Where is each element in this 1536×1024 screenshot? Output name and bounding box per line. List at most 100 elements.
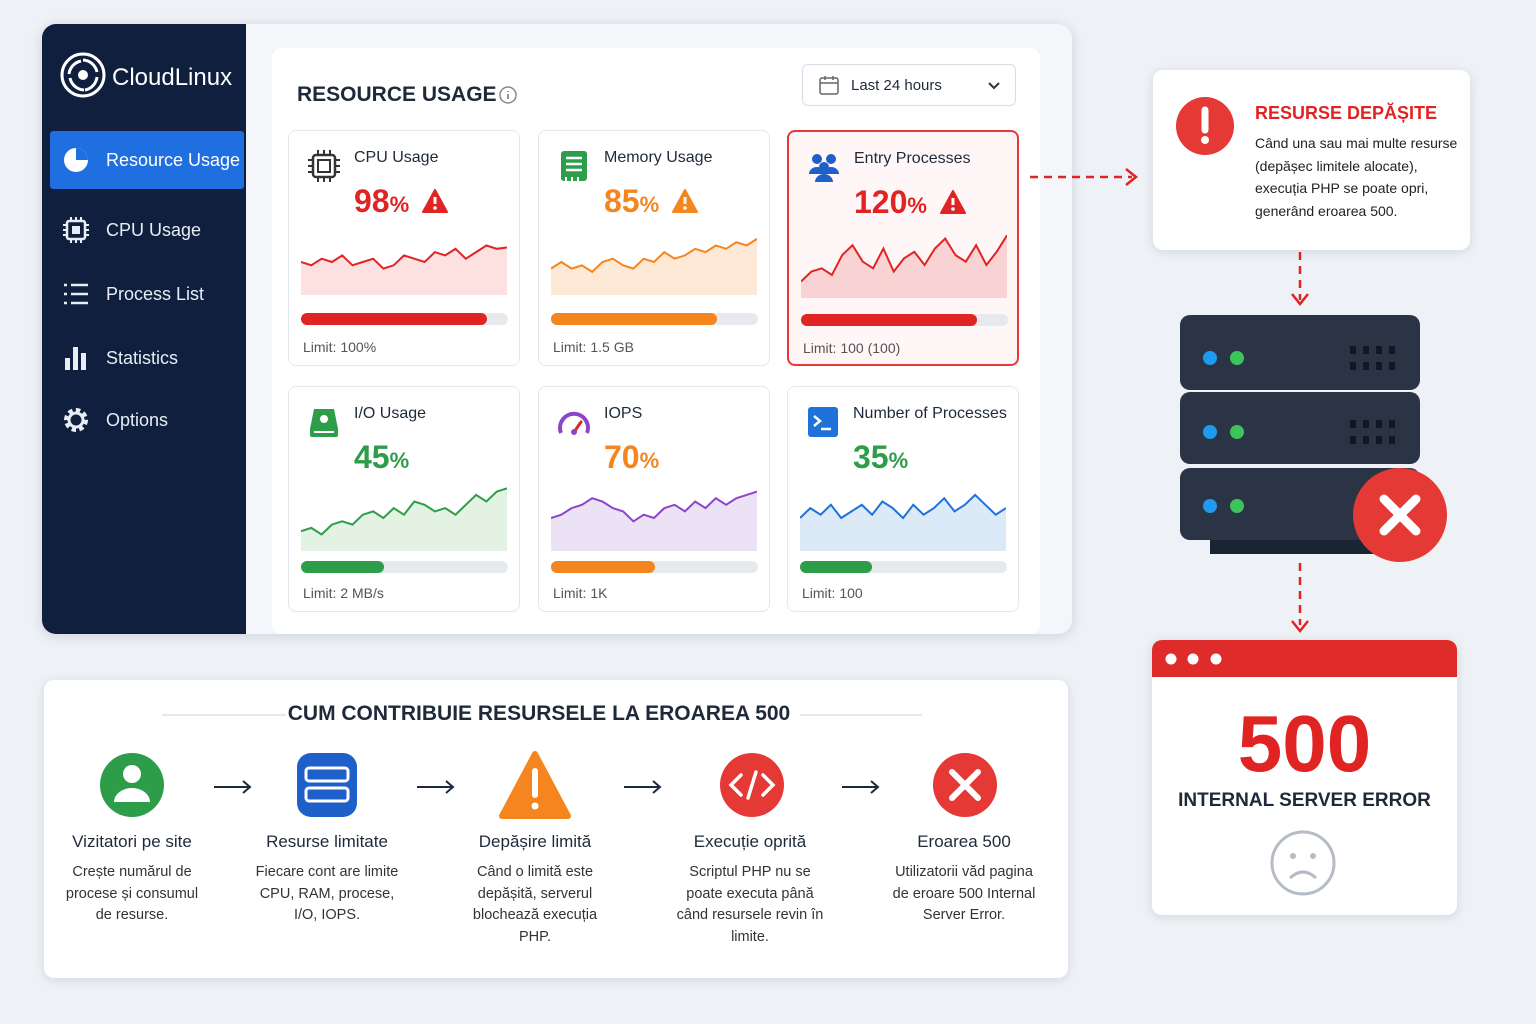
nav-label: CPU Usage [106,219,202,240]
flow-step: Resurse limitate Fiecare cont are limite … [232,752,422,927]
sidebar: CloudLinux Resource Usage CPU Usage Proc… [42,24,246,634]
card-value: 85% [604,183,699,220]
nav-label: Options [106,409,169,430]
card-title: Entry Processes [854,150,971,167]
sparkline-line [801,234,1007,283]
date-range-label: Last 24 hours [851,77,942,94]
progress-fill [800,561,873,573]
card-title: Number of Processes [853,405,1007,422]
resource-card: Memory Usage 85% Limit: 1.5 GB [538,130,770,366]
value-unit: % [907,193,927,218]
dashboard: CloudLinux Resource Usage CPU Usage Proc… [42,24,1072,634]
card-limit: Limit: 1.5 GB [553,339,634,355]
sparkline-line [800,493,1006,520]
value-unit: % [639,448,660,473]
value-number: 45 [354,439,390,475]
card-value: 120% [854,184,967,221]
window-bar [1152,640,1457,677]
value-number: 98 [354,183,390,219]
value-number: 70 [604,439,640,475]
warning-icon [939,190,966,214]
sad-face [1270,830,1336,896]
sparkline [301,244,507,295]
sparkline-area [551,491,757,551]
warning-icon [672,189,699,213]
date-range-select[interactable]: Last 24 hours [802,64,1016,106]
step-text: Când o limită este depășită, serverul bl… [472,864,598,945]
card-icon [561,151,587,181]
nav-item[interactable]: Options [50,391,244,449]
alert-box: RESURSE DEPĂȘITE Când una sau mai multe … [1153,70,1470,250]
value-unit: % [888,448,909,473]
warning-icon [422,189,449,213]
flow-box: CUM CONTRIBUIE RESURSELE LA EROAREA 500 … [44,680,1068,978]
resource-panel: RESOURCE USAGE Last 24 hours CPU Usage 98… [272,48,1040,634]
alert-text: Când una sau mai multe resurse (depășec … [1255,135,1458,219]
card-icon [808,407,838,437]
step-text: Utilizatorii văd pagina de eroare 500 In… [892,864,1036,923]
card-limit: Limit: 100% [303,339,377,355]
card-title: Memory Usage [604,149,713,166]
card-title: CPU Usage [354,149,439,166]
value-number: 85 [604,183,640,219]
error-window: 500 INTERNAL SERVER ERROR [1152,640,1457,915]
sparkline-area [801,235,1007,298]
nav-label: Statistics [106,347,179,368]
value-unit: % [389,192,410,217]
resource-card: Entry Processes 120% Limit: 100 (100) [787,130,1019,366]
server-icon [1180,315,1447,562]
sparkline-area [301,488,507,551]
sparkline [301,487,507,551]
card-value: 35% [853,439,908,476]
resource-card: Number of Processes 35% Limit: 100 [787,386,1019,612]
step-title: Vizitatori pe site [72,832,192,851]
brand-name: CloudLinux [112,64,233,91]
nav-item[interactable]: CPU Usage [50,201,244,259]
card-value: 45% [354,439,409,476]
sparkline [801,234,1007,298]
progress-fill [801,314,977,326]
value-number: 35 [853,439,889,475]
alert-title: RESURSE DEPĂȘITE [1255,103,1438,123]
progress-track [301,561,508,573]
flow-title: CUM CONTRIBUIE RESURSELE LA EROAREA 500 [287,702,791,725]
nav-item[interactable]: Statistics [50,329,244,387]
sparkline-line [301,487,507,536]
nav-item[interactable]: Process List [50,265,244,323]
nav-label: Process List [106,283,205,304]
card-limit: Limit: 100 (100) [803,340,901,356]
progress-track [800,561,1007,573]
step-text: Scriptul PHP nu se poate executa până câ… [676,864,824,945]
card-title: IOPS [604,405,643,422]
sparkline-line [551,238,757,274]
error-message: INTERNAL SERVER ERROR [1178,790,1431,811]
progress-fill [551,313,717,325]
resource-card: IOPS 70% Limit: 1K [538,386,770,612]
sparkline-area [800,494,1006,551]
card-title: I/O Usage [354,405,427,422]
resource-card: I/O Usage 45% Limit: 2 MB/s [288,386,520,612]
card-icon [310,409,338,437]
sparkline [551,490,757,551]
resource-card: CPU Usage 98% Limit: 100% [288,130,520,366]
value-unit: % [639,192,660,217]
card-icon [809,154,839,182]
card-limit: Limit: 100 [802,585,863,601]
nav-item[interactable]: Resource Usage [50,131,244,189]
card-value: 70% [604,439,659,476]
card-limit: Limit: 2 MB/s [303,585,384,601]
flow-step: Depășire limită Când o limită este depăși… [440,752,630,948]
value-number: 120 [854,184,908,220]
brand-logo [60,52,106,98]
progress-fill [301,561,384,573]
info-icon[interactable] [498,85,518,105]
flow-step: Vizitatori pe site Crește numărul de proc… [37,752,227,927]
progress-track [551,313,758,325]
step-title: Resurse limitate [266,832,388,851]
step-title: Depășire limită [478,832,592,851]
step-text: Crește numărul de procese și consumul de… [65,864,199,923]
panel-title: RESOURCE USAGE [297,83,497,106]
